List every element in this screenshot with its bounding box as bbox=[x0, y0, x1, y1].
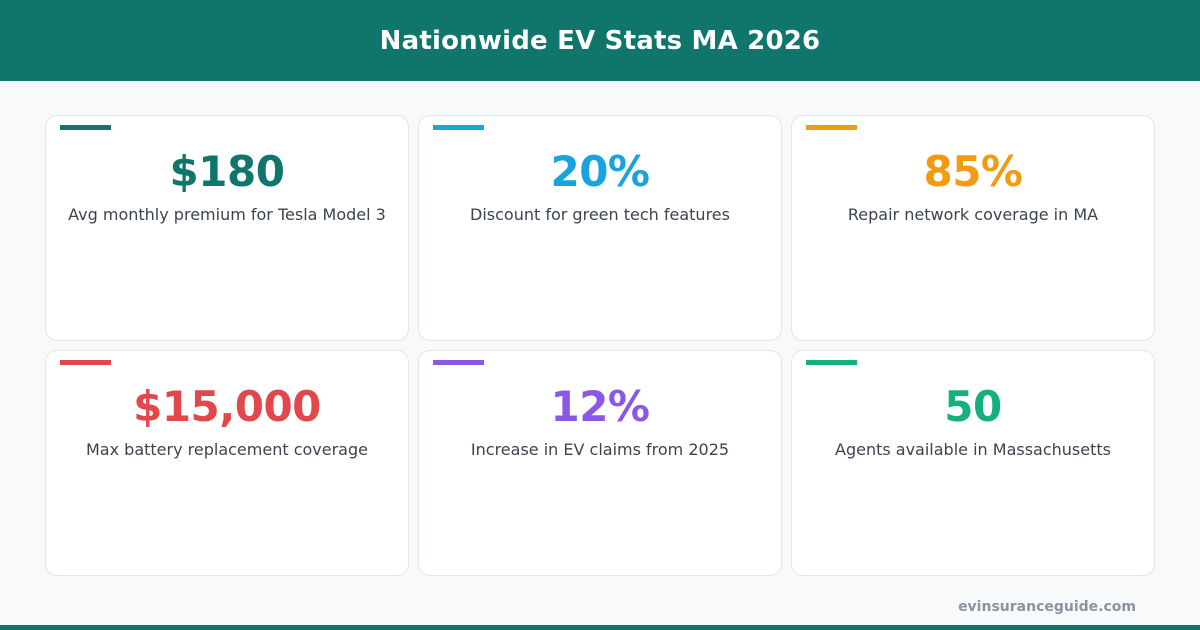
stat-value: $15,000 bbox=[133, 382, 321, 431]
card-accent-bar bbox=[433, 360, 484, 365]
card-accent-bar bbox=[60, 360, 111, 365]
card-accent-bar bbox=[806, 360, 857, 365]
card-accent-bar bbox=[806, 125, 857, 130]
stats-grid: $180 Avg monthly premium for Tesla Model… bbox=[45, 115, 1155, 576]
stat-card-repair-network: 85% Repair network coverage in MA bbox=[791, 115, 1155, 341]
stat-label: Discount for green tech features bbox=[470, 205, 730, 224]
card-accent-bar bbox=[60, 125, 111, 130]
stat-value: 50 bbox=[944, 382, 1002, 431]
stat-label: Increase in EV claims from 2025 bbox=[470, 440, 730, 459]
bottom-accent-bar bbox=[0, 625, 1200, 630]
stat-value: $180 bbox=[169, 147, 285, 196]
stat-label: Repair network coverage in MA bbox=[847, 205, 1099, 224]
header-banner: Nationwide EV Stats MA 2026 bbox=[0, 0, 1200, 81]
stat-label: Max battery replacement coverage bbox=[86, 440, 368, 459]
stat-card-green-discount: 20% Discount for green tech features bbox=[418, 115, 782, 341]
stat-card-battery-coverage: $15,000 Max battery replacement coverage bbox=[45, 350, 409, 576]
stat-label: Agents available in Massachusetts bbox=[835, 440, 1111, 459]
stat-value: 85% bbox=[923, 147, 1023, 196]
card-accent-bar bbox=[433, 125, 484, 130]
stat-label: Avg monthly premium for Tesla Model 3 bbox=[68, 205, 386, 224]
stat-value: 12% bbox=[550, 382, 650, 431]
stat-card-agents: 50 Agents available in Massachusetts bbox=[791, 350, 1155, 576]
stat-value: 20% bbox=[550, 147, 650, 196]
stat-card-tesla-premium: $180 Avg monthly premium for Tesla Model… bbox=[45, 115, 409, 341]
page-title: Nationwide EV Stats MA 2026 bbox=[379, 25, 821, 56]
stat-card-claims-increase: 12% Increase in EV claims from 2025 bbox=[418, 350, 782, 576]
footer-domain-link[interactable]: evinsuranceguide.com bbox=[958, 599, 1136, 615]
